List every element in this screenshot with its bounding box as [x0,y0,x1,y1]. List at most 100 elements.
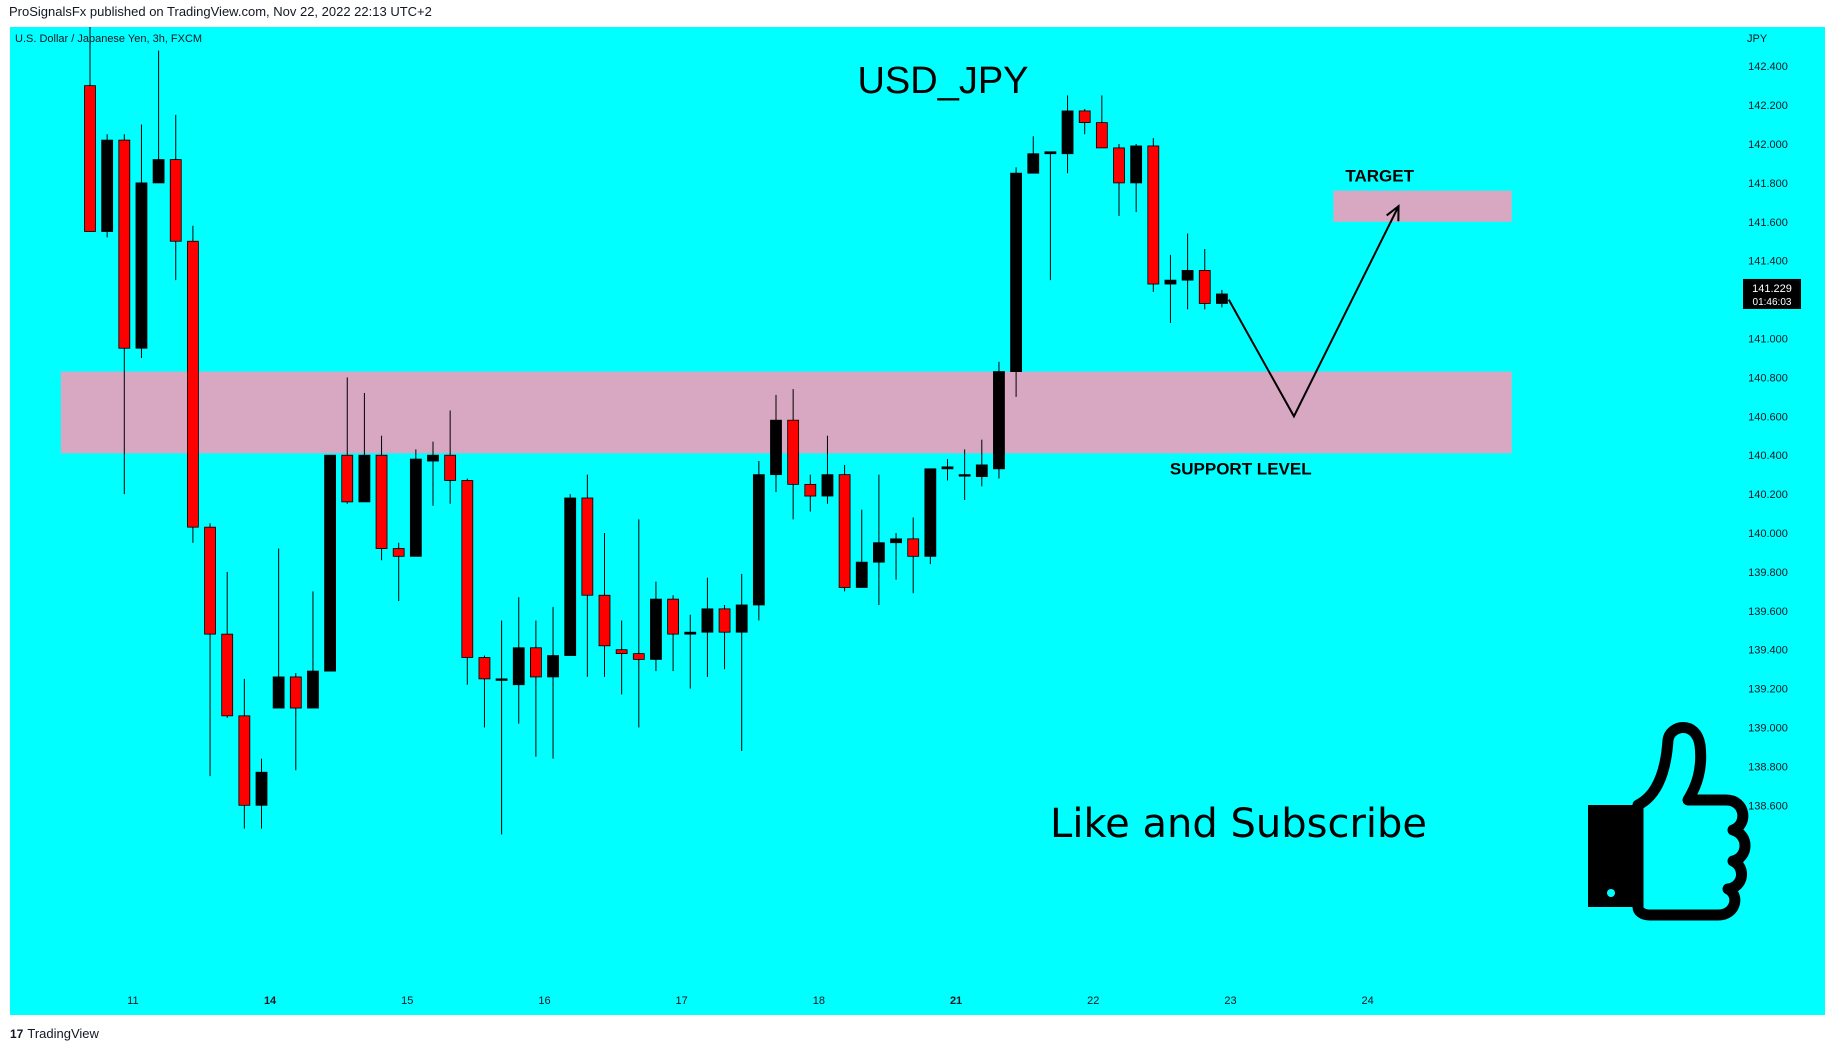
candle-body [735,604,748,633]
candle [941,459,954,481]
candle-body [272,676,285,709]
x-tick-label: 15 [401,995,413,1007]
candle [324,454,337,672]
candle-body [804,483,817,497]
candle-body [238,715,251,806]
candle [221,571,234,718]
candle [375,435,388,561]
candle [958,449,971,500]
candle-body [615,649,628,654]
zone-support [60,371,1512,454]
x-tick-label: 23 [1224,995,1236,1007]
candle-body [444,454,457,481]
candle [787,389,800,520]
y-tick-label: 139.200 [1748,684,1788,696]
instrument-label: U.S. Dollar / Japanese Yen, 3h, FXCM [15,33,202,45]
candle [238,678,251,829]
candle-body [1216,293,1228,304]
candle-body [1027,153,1040,174]
candle-body [564,497,577,656]
candle-body [1181,270,1194,281]
candle [169,114,182,281]
publisher-header: ProSignalsFx published on TradingView.co… [9,4,432,19]
candle-body [958,474,971,477]
candle [1113,144,1125,216]
candle [1216,289,1228,308]
tradingview-logo-icon: 17 [10,1026,24,1041]
x-tick-label: 24 [1362,995,1374,1007]
candle-body [495,678,508,681]
chart-area[interactable]: SUPPORT LEVEL TARGET 142.400 142.200 142.00… [10,27,1825,1015]
candle [272,548,285,709]
candle [1044,151,1057,281]
chart-title: USD_JPY [857,60,1028,102]
candle-body [409,458,422,557]
candle-body [1010,172,1022,372]
candle-body [152,159,165,184]
candle [1027,136,1040,174]
candle-body [530,647,542,678]
candle-body [392,548,405,557]
candle [530,620,542,757]
x-tick-label: 17 [676,995,688,1007]
y-tick-label: 141.600 [1748,217,1788,229]
candle [1095,95,1108,149]
candle-body [478,657,491,680]
candle [289,673,302,771]
zone-target [1333,190,1512,222]
candle [118,134,131,495]
y-tick-label: 141.000 [1748,334,1788,346]
candle [1130,144,1143,213]
currency-label: JPY [1747,33,1768,45]
candle-body [941,466,954,470]
x-tick-label: 16 [538,995,550,1007]
candle [907,517,920,594]
candle-body [84,85,96,232]
candle-body [667,598,679,635]
candle [547,606,559,759]
projection-arrowhead [1386,204,1400,222]
candle-body [684,631,697,635]
y-tick-label: 139.400 [1748,645,1788,657]
candle-body [289,676,302,709]
candle-body [993,371,1005,470]
candle-body [324,454,337,672]
candle [735,573,748,751]
candle-body [1044,151,1057,155]
candle-body [358,454,371,503]
candle [804,474,817,512]
chart-background [10,27,1825,1015]
candle [598,533,611,677]
candle [101,134,114,238]
candle-body [204,526,216,635]
candle [701,577,714,677]
footer-brand: TradingView [27,1026,99,1041]
y-tick-label: 142.000 [1748,139,1788,151]
x-tick-label: 11 [127,995,138,1007]
candle-body [855,561,868,588]
candle-body [221,633,234,717]
candle [307,591,319,709]
candle-body [255,771,268,806]
candle-body [821,474,834,497]
x-tick-label: 14 [264,995,277,1007]
candle-body [718,608,731,633]
candle [821,435,834,504]
candle-body [701,608,714,633]
candlestick-chart[interactable]: SUPPORT LEVEL TARGET 142.400 142.200 142.00… [10,27,1825,1015]
candle-body [547,655,559,678]
candle-body [1113,147,1125,184]
y-tick-label: 140.400 [1748,450,1788,462]
candle [427,441,439,506]
candle-body [873,542,885,563]
candle-body [890,538,902,544]
candle [1061,95,1074,174]
candle [890,533,902,580]
candle-body [581,497,594,596]
candle-body [1061,110,1074,155]
candle [495,620,508,835]
tradingview-footer[interactable]: 17 TradingView [10,1026,99,1041]
candle [924,468,937,565]
candle-body [752,474,765,606]
candle-body [1147,145,1160,285]
